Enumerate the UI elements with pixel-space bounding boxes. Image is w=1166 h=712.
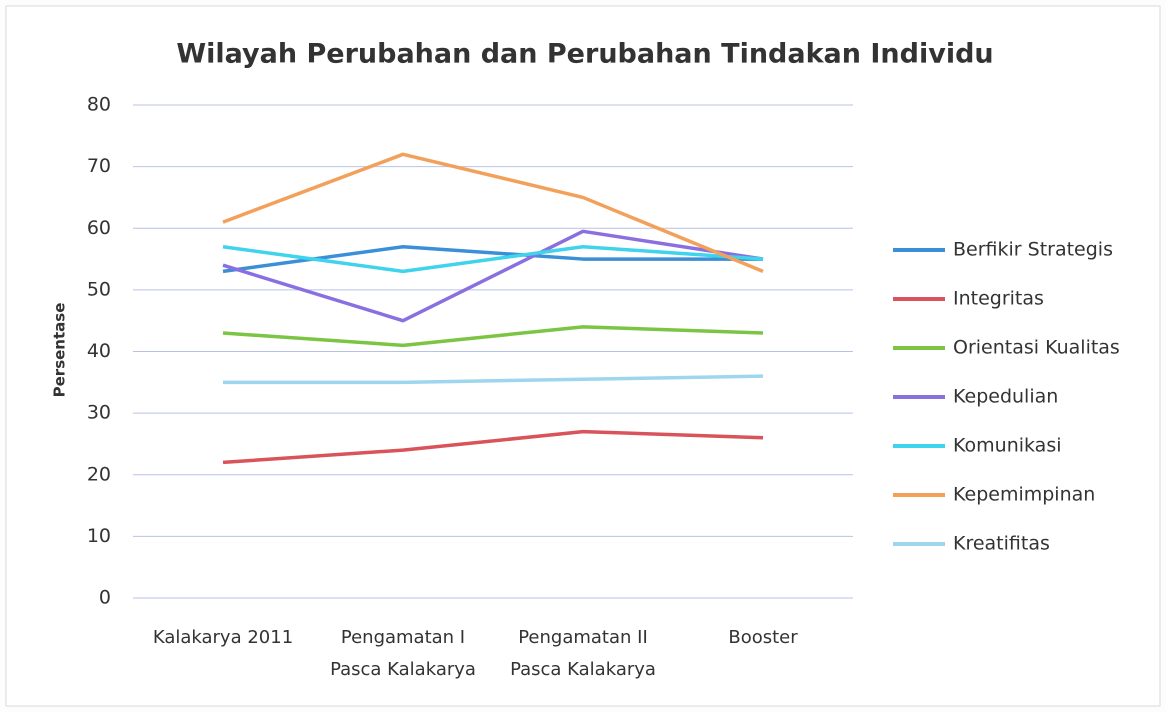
y-tick-label: 80 — [87, 94, 111, 116]
x-tick-label: Booster — [728, 627, 798, 648]
legend-label: Integritas — [953, 288, 1044, 310]
y-tick-label: 60 — [87, 217, 111, 239]
legend-label: Orientasi Kualitas — [953, 337, 1120, 359]
y-tick-label: 40 — [87, 340, 111, 362]
legend-label: Komunikasi — [953, 435, 1062, 457]
series-line — [222, 229, 764, 323]
legend-label: Kreatifitas — [953, 533, 1050, 555]
x-tick-label: Kalakarya 2011 — [152, 627, 294, 648]
chart-border — [5, 5, 1161, 707]
y-tick-label: 70 — [87, 155, 111, 177]
x-tick-label: Pengamatan II Pasca Kalakarya — [510, 627, 656, 680]
series-line — [222, 244, 764, 274]
y-tick-label: 0 — [99, 587, 111, 609]
series-line — [222, 325, 764, 348]
legend-label: Berfikir Strategis — [953, 239, 1113, 261]
y-tick-label: 50 — [87, 278, 111, 300]
y-tick-label: 20 — [87, 463, 111, 485]
y-tick-label: 30 — [87, 402, 111, 424]
series-line — [222, 429, 764, 465]
y-tick-label: 10 — [87, 525, 111, 547]
series-line — [223, 374, 764, 385]
legend-label: Kepedulian — [953, 386, 1058, 408]
legend-label: Kepemimpinan — [953, 484, 1095, 506]
series-line — [222, 152, 764, 274]
chart-title: Wilayah Perubahan dan Perubahan Tindakan… — [176, 39, 993, 70]
x-tick-label: Pengamatan I Pasca Kalakarya — [330, 627, 476, 680]
y-axis-label: Persentase — [51, 303, 69, 398]
